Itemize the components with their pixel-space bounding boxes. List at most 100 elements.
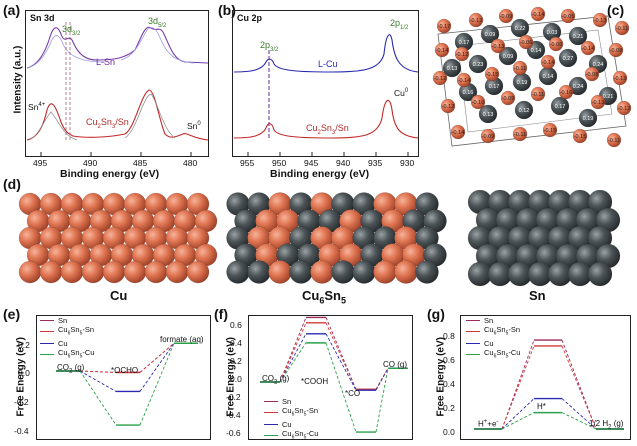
structure-cu-atom bbox=[590, 94, 606, 110]
structure-cu-atom bbox=[518, 34, 534, 50]
charge-label: -0.08 bbox=[610, 48, 623, 54]
legend-item: Cu6Sn5-Cu bbox=[40, 348, 94, 362]
charge-label: -0.13 bbox=[492, 44, 505, 50]
panel-f-ytick: 0.4 bbox=[230, 338, 242, 348]
structure-cu-atom bbox=[512, 60, 528, 76]
charge-label: 0.13 bbox=[483, 112, 494, 118]
panel-f-ytick: 0.6 bbox=[230, 320, 242, 330]
panel-g-step-hplus: H++e- bbox=[478, 419, 499, 429]
legend-text: Cu bbox=[58, 338, 68, 348]
panel-d-spheres bbox=[18, 190, 621, 287]
structure-sn-atom bbox=[442, 58, 462, 78]
cu-atom bbox=[310, 260, 334, 284]
panel-b-lcu-spectrum bbox=[233, 34, 419, 73]
charge-label: -0.11 bbox=[532, 92, 544, 98]
legend-text: Sn bbox=[484, 316, 494, 325]
legend-text: Sn bbox=[58, 316, 68, 325]
charge-label: -0.15 bbox=[574, 134, 587, 140]
fed-connector-3-1 bbox=[139, 343, 175, 426]
charge-label: -0.11 bbox=[514, 66, 526, 72]
charge-label: -0.09 bbox=[482, 134, 495, 140]
panel-a-fit-sn4 bbox=[28, 111, 78, 141]
legend-text: Cu6Sn5-Cu bbox=[484, 347, 521, 359]
panel-g-ytick: 0.0 bbox=[443, 427, 455, 437]
fed-connector-3-0 bbox=[79, 370, 117, 426]
sn-atom bbox=[415, 260, 439, 284]
structure-cu-atom bbox=[584, 66, 600, 82]
legend-text: Cu6Sn5-Sn bbox=[282, 406, 319, 418]
structure-sn-atom bbox=[578, 108, 598, 128]
panel-g-ytick: 0.8 bbox=[443, 331, 455, 341]
structure-cu-atom bbox=[498, 8, 514, 24]
panel-a-peak-3d32: 3d3/2 bbox=[62, 24, 81, 37]
structure-cu-atom bbox=[592, 12, 608, 28]
charge-label: -0.17 bbox=[438, 24, 451, 30]
panel-b-series-lcu: L-Cu bbox=[318, 59, 338, 69]
structure-cu-atom bbox=[484, 66, 500, 82]
panel-b-xtick: 935 bbox=[368, 158, 383, 168]
charge-label: -0.08 bbox=[586, 72, 599, 78]
panel-e-frame bbox=[36, 315, 211, 440]
cu-atom bbox=[165, 260, 189, 284]
cu-atom bbox=[39, 260, 63, 284]
sn-atom bbox=[331, 260, 355, 284]
legend-item: Cu bbox=[466, 339, 520, 348]
panel-b-title: Cu 2p bbox=[237, 13, 263, 23]
structure-cu-atom bbox=[616, 100, 632, 116]
panel-f-ytick: -0.4 bbox=[226, 410, 241, 420]
sn-atom bbox=[226, 260, 250, 284]
panel-a-xlabel: Binding energy (eV) bbox=[60, 168, 160, 180]
charge-label: -0.14 bbox=[542, 60, 555, 66]
structure-cu-atom bbox=[440, 98, 456, 114]
legend-text: Sn bbox=[282, 397, 292, 406]
charge-label: -0.13 bbox=[594, 18, 607, 24]
charge-label: -0.12 bbox=[470, 18, 483, 24]
structure-sn-atom bbox=[514, 100, 534, 120]
panel-a-xtick: 490 bbox=[83, 158, 98, 168]
panel-a-fit-main bbox=[124, 93, 176, 139]
charge-label: 0.16 bbox=[463, 90, 474, 96]
panel-f-step-cooh: *COOH bbox=[301, 377, 329, 386]
legend-swatch bbox=[264, 434, 278, 436]
charge-label: -0.13 bbox=[614, 76, 627, 82]
charge-label: -0.05 bbox=[562, 14, 575, 20]
fed-connector-1-1 bbox=[139, 342, 175, 373]
fed-connector-3-0 bbox=[279, 342, 307, 383]
fed-connector-2-1 bbox=[561, 398, 597, 430]
charge-label: 0.19 bbox=[517, 80, 528, 86]
legend-item: Cu6Sn5-Sn bbox=[466, 325, 520, 339]
panel-g-ytick: 0.4 bbox=[443, 379, 455, 389]
fed-connector-1-1 bbox=[325, 322, 357, 390]
charge-label: -0.12 bbox=[442, 104, 455, 110]
cu-atom bbox=[60, 260, 84, 284]
legend-item: Cu6Sn5-Sn bbox=[40, 325, 94, 339]
panel-d-label: (d) bbox=[3, 176, 21, 192]
panel-g-label: (g) bbox=[427, 306, 445, 322]
legend-swatch bbox=[264, 412, 278, 414]
panel-a-label: (a) bbox=[3, 2, 21, 18]
panel-f-ytick: -0.6 bbox=[226, 428, 241, 438]
charge-label: 0.23 bbox=[473, 62, 484, 68]
legend-text: Cu6Sn5-Sn bbox=[484, 325, 521, 337]
panel-d-cu6sn5-label: Cu6Sn5 bbox=[302, 288, 346, 306]
panel-g-legend: Sn Cu6Sn5-Sn Cu Cu6Sn5-Cu bbox=[466, 316, 520, 361]
charge-label: -0.15 bbox=[544, 128, 557, 134]
structure-sn-atom bbox=[558, 48, 578, 68]
cu-atom bbox=[186, 260, 210, 284]
fed-connector-2-2 bbox=[375, 368, 389, 391]
charge-label: -0.15 bbox=[486, 72, 499, 78]
panel-f-ytick: 0.2 bbox=[230, 356, 242, 366]
panel-a-xps-plot bbox=[25, 10, 209, 157]
legend-item: Sn bbox=[40, 316, 94, 325]
fed-connector-2-0 bbox=[79, 370, 117, 392]
sn-atom bbox=[289, 260, 313, 284]
panel-b-frame bbox=[232, 10, 419, 157]
panel-d-cu-label: Cu bbox=[110, 288, 128, 303]
structure-sn-atom bbox=[480, 24, 500, 44]
charge-label: 0.17 bbox=[489, 84, 500, 90]
panel-b-xtick: 930 bbox=[400, 158, 415, 168]
charge-label: -0.12 bbox=[456, 52, 469, 58]
legend-swatch bbox=[466, 320, 480, 321]
legend-swatch bbox=[40, 320, 54, 321]
panel-f-legend: Sn Cu6Sn5-Sn Cu Cu6Sn5-Cu bbox=[264, 397, 318, 442]
